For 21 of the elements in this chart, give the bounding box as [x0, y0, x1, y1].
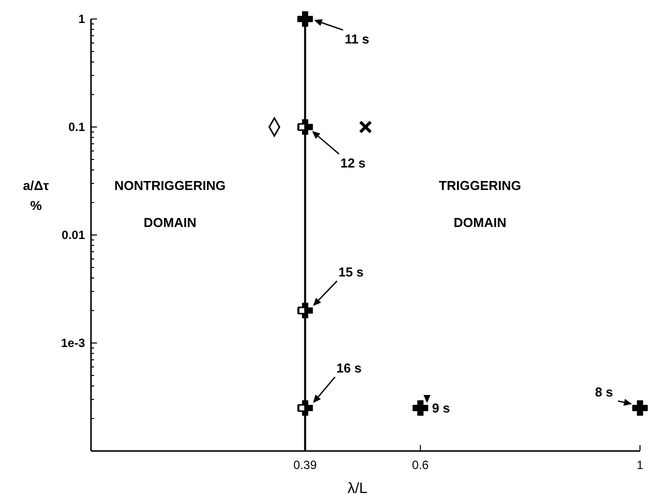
x-tick-label: 0.6: [412, 458, 430, 472]
point: [412, 400, 428, 416]
annotation: 8 s: [594, 384, 614, 400]
text: TRIGGERING DOMAIN: [438, 178, 522, 230]
annotation: 11 s: [344, 32, 370, 47]
annotation: 12 s: [340, 156, 366, 171]
annotation: 9 s: [432, 400, 450, 416]
point: [297, 11, 313, 27]
x-axis-title: λ/L: [347, 480, 368, 496]
text: NONTRIGGERING DOMAIN: [114, 178, 226, 230]
point: [358, 120, 372, 134]
annotation: 15 s: [338, 264, 364, 280]
y-axis-title: a/Δτ %: [23, 178, 50, 213]
y-tick-label: 1: [78, 12, 86, 26]
y-tick-label: 1e-3: [60, 336, 86, 350]
point: [632, 400, 648, 416]
y-tick-label: 0.01: [62, 228, 86, 242]
x-tick-label: 1: [636, 458, 644, 472]
y-tick-label: 0.1: [68, 120, 86, 134]
x-tick-label: 0.39: [293, 458, 318, 472]
annotation: 16 s: [336, 360, 362, 376]
